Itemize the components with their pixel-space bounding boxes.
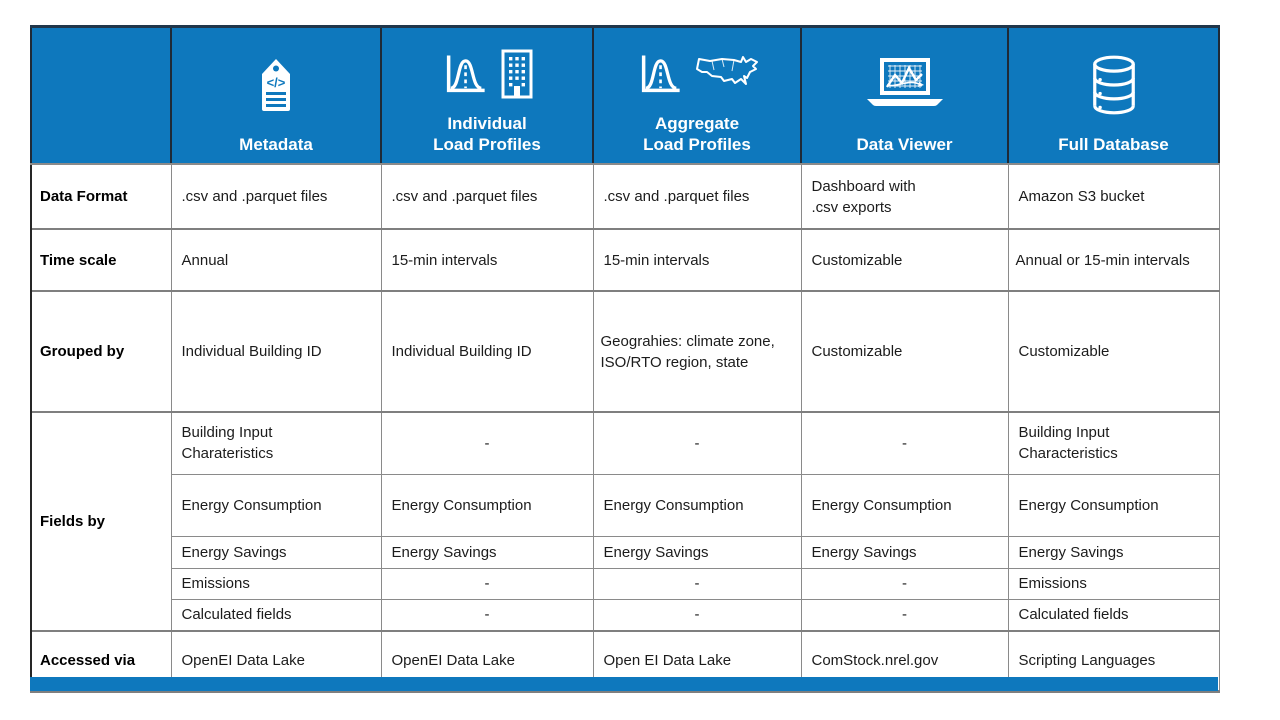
row-fields-by-3: Energy Savings Energy Savings Energy Sav…	[31, 535, 1220, 569]
table-cell: Energy Savings	[592, 535, 802, 569]
table-cell: Energy Consumption	[1007, 473, 1220, 537]
column-header-label: Aggregate Load Profiles	[643, 113, 751, 155]
row-grouped-by: Grouped by Individual Building ID Indivi…	[30, 290, 1220, 413]
table-cell: -	[380, 567, 594, 600]
table-cell: -	[800, 598, 1009, 632]
table-cell: -	[380, 598, 594, 632]
header-corner-cell	[30, 25, 172, 165]
column-header-label: Full Database	[1058, 135, 1169, 155]
table-cell: Energy Savings	[1007, 535, 1220, 569]
table-cell: Customizable	[1007, 290, 1220, 413]
table-cell: Individual Building ID	[170, 290, 382, 413]
footer-accent-bar	[30, 677, 1218, 691]
database-icon	[1088, 36, 1140, 134]
table-cell: Energy Savings	[380, 535, 594, 569]
column-header-full-database: Full Database	[1007, 25, 1220, 165]
table-cell: -	[592, 411, 802, 475]
table-cell: Dashboard with .csv exports	[800, 163, 1009, 230]
table-cell: Annual	[170, 228, 382, 292]
column-header-label: Metadata	[239, 135, 313, 155]
table-cell: Emissions	[1007, 567, 1220, 600]
building-icon	[499, 48, 535, 100]
table-cell: Energy Consumption	[800, 473, 1009, 537]
table-cell: Energy Savings	[800, 535, 1009, 569]
row-data-format: Data Format .csv and .parquet files .csv…	[30, 163, 1220, 230]
column-header-individual-load-profiles: Individual Load Profiles	[380, 25, 594, 165]
table-cell: Calculated fields	[170, 598, 382, 632]
table-cell: Individual Building ID	[380, 290, 594, 413]
load-profile-icon	[440, 50, 490, 98]
table-cell: Building Input Charateristics	[170, 411, 382, 475]
table-cell: -	[800, 411, 1009, 475]
table-cell: -	[592, 598, 802, 632]
table-cell: -	[592, 567, 802, 600]
table-cell: Emissions	[170, 567, 382, 600]
table-cell: Amazon S3 bucket	[1007, 163, 1220, 230]
table-cell: .csv and .parquet files	[592, 163, 802, 230]
header-row: </> Metadata	[30, 25, 1220, 165]
table-cell: Energy Consumption	[380, 473, 594, 537]
table-cell: Energy Consumption	[170, 473, 382, 537]
table-cell: 15-min intervals	[380, 228, 594, 292]
svg-text:</>: </>	[267, 75, 286, 90]
column-header-aggregate-load-profiles: Aggregate Load Profiles	[592, 25, 802, 165]
table-cell: .csv and .parquet files	[170, 163, 382, 230]
table-cell: Energy Savings	[170, 535, 382, 569]
table-cell: -	[380, 411, 594, 475]
comparison-table: </> Metadata	[30, 25, 1220, 693]
row-label-time-scale: Time scale	[30, 228, 172, 292]
table-cell: Customizable	[800, 290, 1009, 413]
row-fields-by-1: Fields by Building Input Charateristics …	[30, 411, 1220, 632]
row-label-grouped-by: Grouped by	[30, 290, 172, 413]
row-label-data-format: Data Format	[30, 163, 172, 230]
row-time-scale: Time scale Annual 15-min intervals 15-mi…	[30, 228, 1220, 292]
table-cell: Building Input Characteristics	[1007, 411, 1220, 475]
table-cell: 15-min intervals	[592, 228, 802, 292]
column-header-label: Individual Load Profiles	[433, 113, 541, 155]
table-cell: Calculated fields	[1007, 598, 1220, 632]
row-fields-by-5: Calculated fields - - - Calculated field…	[31, 598, 1220, 632]
table-cell: Geograhies: climate zone, ISO/RTO region…	[592, 290, 802, 413]
row-fields-by-2: Energy Consumption Energy Consumption En…	[31, 473, 1220, 537]
table-cell: Energy Consumption	[592, 473, 802, 537]
column-header-metadata: </> Metadata	[170, 25, 382, 165]
row-label-fields-by: Fields by	[30, 411, 172, 632]
column-header-data-viewer: Data Viewer	[800, 25, 1009, 165]
table-cell: .csv and .parquet files	[380, 163, 594, 230]
column-header-label: Data Viewer	[856, 135, 953, 155]
load-profile-icon	[635, 50, 685, 98]
row-fields-by-4: Emissions - - - Emissions	[31, 567, 1220, 600]
tag-code-icon: </>	[252, 36, 300, 134]
us-map-icon	[694, 53, 760, 95]
table-cell: Customizable	[800, 228, 1009, 292]
table-cell: Annual or 15-min intervals	[1007, 228, 1220, 292]
table-cell: -	[800, 567, 1009, 600]
laptop-chart-icon	[859, 36, 951, 134]
